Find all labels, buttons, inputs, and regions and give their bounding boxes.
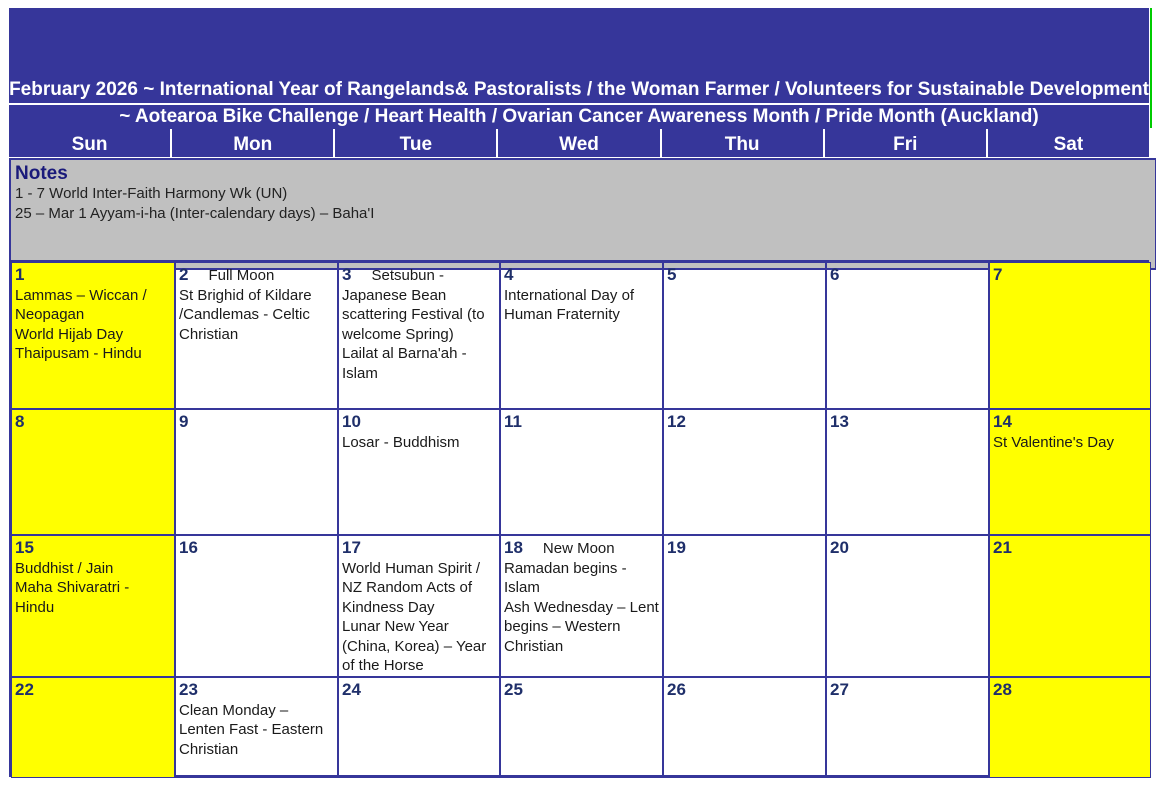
day-number: 22 — [15, 680, 34, 699]
day-cell-13[interactable]: 13 — [826, 409, 989, 535]
day-event: St Brighid of Kildare /Candlemas - Celti… — [179, 286, 312, 343]
day-number: 10 — [342, 412, 361, 431]
day-cell-18[interactable]: 18 New Moon Ramadan begins - Islam Ash Wedn… — [500, 535, 663, 677]
day-number: 6 — [830, 265, 840, 284]
day-number: 24 — [342, 680, 361, 699]
day-event: Buddhist / Jain — [15, 559, 114, 577]
weekday-wed: Wed — [496, 129, 659, 157]
day-cell-12[interactable]: 12 — [663, 409, 826, 535]
calendar-grid: 1 Lammas – Wiccan / Neopagan World Hijab D… — [9, 260, 1151, 778]
day-number: 3 — [342, 265, 352, 284]
day-number: 2 — [179, 265, 189, 284]
day-event: Thaipusam - Hindu — [15, 345, 142, 362]
day-number: 28 — [993, 680, 1012, 699]
weekday-header: Sun Mon Tue Wed Thu Fri Sat — [9, 129, 1149, 157]
day-event: Losar - Buddhism — [342, 433, 460, 451]
day-event: Clean Monday – Lenten Fast - Eastern Chr… — [179, 701, 324, 758]
day-number: 26 — [667, 680, 686, 699]
day-number: 20 — [830, 538, 849, 557]
day-cell-4[interactable]: 4 International Day of Human Fraternity — [500, 262, 663, 409]
day-event: Ramadan begins - Islam — [504, 559, 627, 597]
day-event: St Valentine's Day — [993, 433, 1114, 451]
day-cell-15[interactable]: 15 Buddhist / Jain Maha Shivaratri - Hindu — [11, 535, 175, 677]
day-event: Japanese Bean scattering Festival (to we… — [342, 286, 485, 343]
day-event: World Human Spirit / NZ Random Acts of K… — [342, 559, 481, 616]
day-cell-3[interactable]: 3 Setsubun - Japanese Bean scattering Fest… — [338, 262, 500, 409]
day-number: 15 — [15, 538, 34, 557]
day-number: 8 — [15, 412, 25, 431]
day-cell-2[interactable]: 2 Full Moon St Brighid of Kildare /Candlem… — [175, 262, 338, 409]
day-number: 5 — [667, 265, 677, 284]
day-cell-23[interactable]: 23 Clean Monday – Lenten Fast - Eastern C… — [175, 677, 338, 778]
day-cell-26[interactable]: 26 — [663, 677, 826, 778]
notes-title: Notes — [15, 163, 68, 184]
calendar-subtitle: ~ Aotearoa Bike Challenge / Heart Health… — [9, 104, 1149, 129]
day-number: 17 — [342, 538, 361, 557]
notes-section: Notes 1 - 7 World Inter-Faith Harmony Wk… — [9, 158, 1156, 270]
day-cell-28[interactable]: 28 — [989, 677, 1151, 778]
day-number: 1 — [15, 265, 25, 284]
day-cell-7[interactable]: 7 — [989, 262, 1151, 409]
day-heading-event: New Moon — [542, 540, 615, 557]
weekday-sun: Sun — [71, 134, 108, 155]
day-heading-event: Full Moon — [208, 267, 275, 284]
day-cell-17[interactable]: 17 World Human Spirit / NZ Random Acts of… — [338, 535, 500, 677]
weekday-thu: Thu — [659, 129, 823, 157]
day-cell-21[interactable]: 21 — [989, 535, 1151, 677]
day-event: Lailat al Barna'ah - Islam — [342, 345, 467, 382]
day-number: 16 — [179, 538, 198, 557]
day-cell-24[interactable]: 24 — [338, 677, 500, 778]
day-cell-10[interactable]: 10 Losar - Buddhism — [338, 409, 500, 535]
day-number: 13 — [830, 412, 849, 431]
day-event: Maha Shivaratri - Hindu — [15, 579, 130, 616]
day-number: 25 — [504, 680, 523, 699]
day-cell-5[interactable]: 5 — [663, 262, 826, 409]
weekday-fri: Fri — [822, 129, 986, 157]
day-cell-1[interactable]: 1 Lammas – Wiccan / Neopagan World Hijab D… — [11, 262, 175, 409]
day-number: 7 — [993, 265, 1003, 284]
day-event: International Day of Human Fraternity — [504, 286, 635, 324]
day-cell-19[interactable]: 19 — [663, 535, 826, 677]
day-event: Ash Wednesday – Lent begins – Western Ch… — [504, 598, 659, 655]
day-number: 27 — [830, 680, 849, 699]
day-cell-16[interactable]: 16 — [175, 535, 338, 677]
calendar-title: February 2026 ~ International Year of Ra… — [9, 8, 1149, 103]
day-number: 4 — [504, 265, 514, 284]
note-line: 1 - 7 World Inter-Faith Harmony Wk (UN) — [15, 185, 288, 202]
day-cell-22[interactable]: 22 — [11, 677, 175, 778]
day-number: 21 — [993, 538, 1012, 557]
day-cell-11[interactable]: 11 — [500, 409, 663, 535]
note-line: 25 – Mar 1 Ayyam-i-ha (Inter-calendary d… — [15, 205, 375, 222]
day-cell-20[interactable]: 20 — [826, 535, 989, 677]
day-number: 11 — [504, 412, 522, 431]
day-number: 14 — [993, 412, 1012, 431]
day-number: 12 — [667, 412, 686, 431]
day-cell-27[interactable]: 27 — [826, 677, 989, 778]
day-number: 9 — [179, 412, 189, 431]
day-cell-9[interactable]: 9 — [175, 409, 338, 535]
day-number: 19 — [667, 538, 686, 557]
day-heading-event: Setsubun - — [371, 267, 445, 284]
weekday-mon: Mon — [170, 129, 333, 157]
day-cell-8[interactable]: 8 — [11, 409, 175, 535]
day-event: World Hijab Day — [15, 325, 124, 343]
day-number: 23 — [179, 680, 198, 699]
green-edge — [1150, 8, 1152, 128]
day-cell-6[interactable]: 6 — [826, 262, 989, 409]
day-cell-14[interactable]: 14 St Valentine's Day — [989, 409, 1151, 535]
weekday-sat: Sat — [985, 129, 1149, 157]
day-event: Lunar New Year (China, Korea) – Year of … — [342, 618, 487, 674]
weekday-tue: Tue — [333, 129, 496, 157]
day-cell-25[interactable]: 25 — [500, 677, 663, 778]
day-number: 18 — [504, 538, 523, 557]
day-event: Lammas – Wiccan / Neopagan — [15, 286, 147, 324]
